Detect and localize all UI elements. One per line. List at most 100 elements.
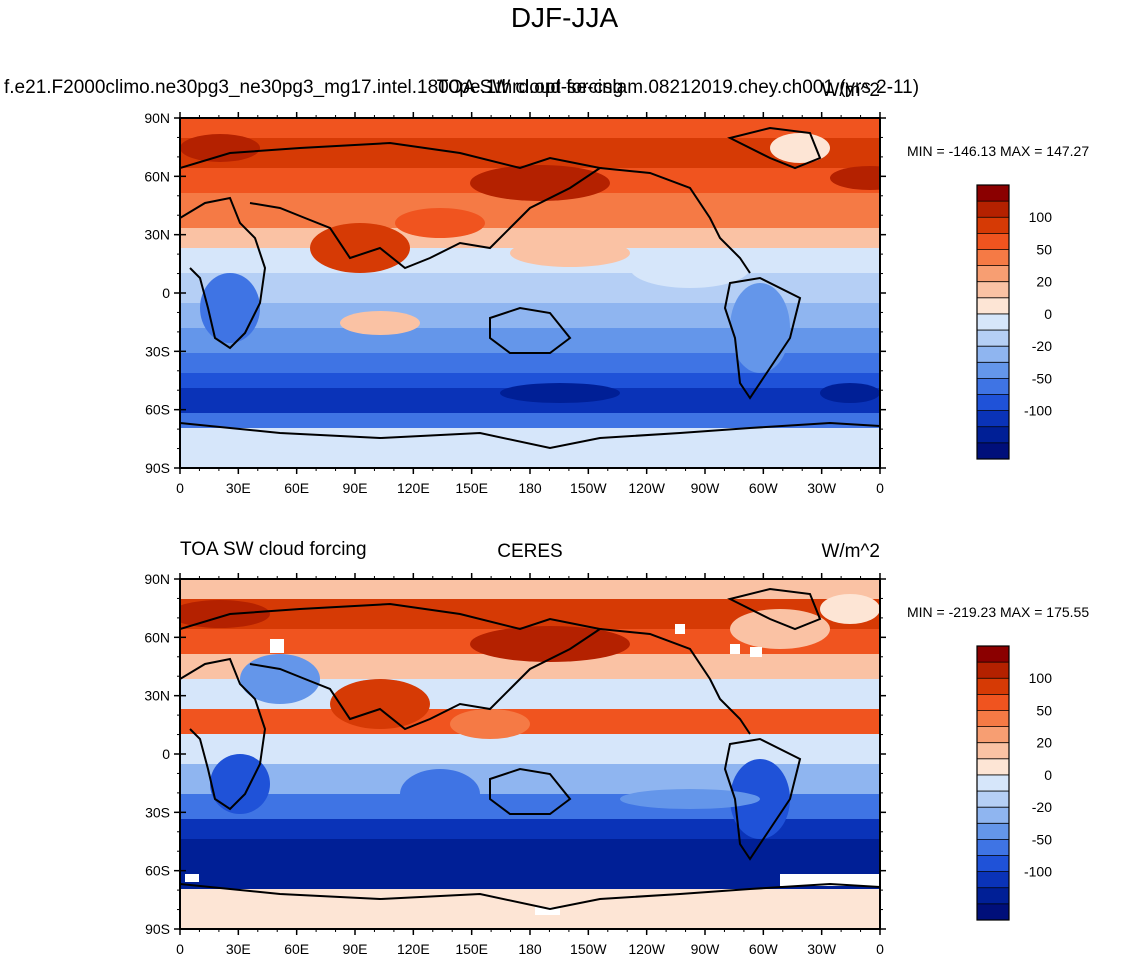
- colorbar-swatch: [977, 362, 1009, 379]
- colorbar-label: 0: [1044, 306, 1052, 322]
- colorbar-swatch: [977, 394, 1009, 412]
- lon-label: 90W: [691, 941, 721, 957]
- lon-label: 120E: [397, 941, 430, 957]
- lon-label: 90E: [343, 480, 368, 496]
- lon-label: 0: [876, 480, 884, 496]
- colorbar-label: -20: [1032, 338, 1052, 354]
- colorbar-label: 50: [1036, 702, 1052, 718]
- map1-lat-labels: 90N 60N 30N 0 30S 60S 90S: [144, 110, 170, 476]
- lat-label: 60S: [145, 402, 170, 418]
- panel1-left-title: f.e21.F2000climo.ne30pg3_ne30pg3_mg17.in…: [4, 77, 920, 98]
- colorbar-swatch: [977, 233, 1009, 250]
- lon-label: 180: [518, 480, 542, 496]
- colorbar-swatch: [977, 426, 1009, 444]
- panel1-units: W/m^2: [821, 80, 880, 101]
- map2-ticks: [174, 573, 886, 935]
- colorbar-swatch: [977, 855, 1009, 873]
- colorbar-swatch: [977, 330, 1009, 347]
- lat-label: 90N: [144, 110, 170, 126]
- map2-lon-labels: 0 30E 60E 90E 120E 150E 180 150W 120W 90W 60W 30W 0: [176, 941, 884, 957]
- colorbar-swatch: [977, 839, 1009, 857]
- colorbar-swatch: [977, 903, 1009, 921]
- colorbar-label: -50: [1032, 370, 1052, 386]
- panel2-center-title: CERES: [497, 541, 563, 562]
- colorbar-label: -100: [1024, 403, 1052, 419]
- lon-label: 150W: [570, 941, 607, 957]
- map1-ticks: [174, 112, 886, 474]
- lat-label: 30S: [145, 804, 170, 820]
- map1-lon-labels: 0 30E 60E 90E 120E 150E 180 150W 120W 90W 60W 30W 0: [176, 480, 884, 496]
- lat-label: 60N: [144, 168, 170, 184]
- panel1-center-title: TOA SW cloud forcing: [436, 77, 624, 98]
- lon-label: 60E: [284, 480, 309, 496]
- colorbar-label: 100: [1029, 209, 1053, 225]
- colorbar-model: 100 50 20 0 -20 -50 -100: [976, 184, 1053, 460]
- colorbar-swatch: [977, 217, 1009, 234]
- lon-label: 30E: [226, 941, 251, 957]
- lat-label: 0: [162, 746, 170, 762]
- colorbar-swatch: [977, 678, 1009, 695]
- colorbar-label: 0: [1044, 767, 1052, 783]
- lat-label: 90S: [145, 921, 170, 937]
- colorbar-swatch: [977, 249, 1009, 267]
- lat-label: 30N: [144, 227, 170, 243]
- colorbar-swatch: [977, 201, 1009, 218]
- lat-label: 90N: [144, 571, 170, 587]
- colorbar-swatch: [977, 265, 1009, 283]
- colorbar-swatch: [977, 871, 1009, 889]
- lat-label: 30S: [145, 343, 170, 359]
- colorbar-label: -100: [1024, 864, 1052, 880]
- lon-label: 30W: [807, 480, 837, 496]
- lat-label: 30N: [144, 688, 170, 704]
- colorbar-swatch: [977, 313, 1009, 331]
- colorbar-label: 20: [1036, 274, 1052, 290]
- panel2-minmax: MIN = -219.23 MAX = 175.55: [907, 604, 1090, 620]
- panel2-left-title: TOA SW cloud forcing: [180, 539, 367, 560]
- colorbar-swatch: [977, 726, 1009, 744]
- colorbar-swatch: [977, 823, 1009, 840]
- lat-label: 60S: [145, 863, 170, 879]
- figure-title: DJF-JJA: [510, 2, 619, 33]
- colorbar-swatch: [977, 791, 1009, 808]
- lat-label: 90S: [145, 460, 170, 476]
- colorbar-swatch: [977, 185, 1009, 202]
- lon-label: 60E: [284, 941, 309, 957]
- colorbar-swatch: [977, 410, 1009, 428]
- lon-label: 150E: [455, 480, 488, 496]
- lon-label: 0: [876, 941, 884, 957]
- colorbar-swatch: [977, 887, 1009, 905]
- colorbar-ceres: 100 50 20 0 -20 -50 -100: [976, 645, 1053, 921]
- colorbar-swatch: [977, 297, 1009, 315]
- map2-field: [180, 579, 880, 929]
- colorbar-swatch: [977, 346, 1009, 363]
- lon-label: 30W: [807, 941, 837, 957]
- panel1-minmax: MIN = -146.13 MAX = 147.27: [907, 143, 1090, 159]
- lon-label: 0: [176, 480, 184, 496]
- lon-label: 90W: [691, 480, 721, 496]
- lon-label: 30E: [226, 480, 251, 496]
- map1-field: [180, 118, 880, 468]
- colorbar-swatch: [977, 774, 1009, 792]
- lon-label: 0: [176, 941, 184, 957]
- colorbar-swatch: [977, 646, 1009, 663]
- colorbar-swatch: [977, 742, 1009, 760]
- lon-label: 150W: [570, 480, 607, 496]
- colorbar-label: -20: [1032, 799, 1052, 815]
- colorbar-label: 50: [1036, 241, 1052, 257]
- lon-label: 60W: [749, 941, 779, 957]
- colorbar-swatch: [977, 281, 1009, 299]
- colorbar-swatch: [977, 710, 1009, 728]
- colorbar-label: -50: [1032, 831, 1052, 847]
- colorbar-swatch: [977, 694, 1009, 711]
- colorbar-swatch: [977, 662, 1009, 679]
- colorbar-swatch: [977, 442, 1009, 460]
- lon-label: 180: [518, 941, 542, 957]
- map2-coastlines: [180, 587, 880, 911]
- panel2-units: W/m^2: [821, 541, 880, 562]
- colorbar-swatch: [977, 807, 1009, 824]
- map2-lat-labels: 90N 60N 30N 0 30S 60S 90S: [144, 571, 170, 937]
- colorbar-label: 100: [1029, 670, 1053, 686]
- lon-label: 60W: [749, 480, 779, 496]
- lon-label: 120E: [397, 480, 430, 496]
- lon-label: 90E: [343, 941, 368, 957]
